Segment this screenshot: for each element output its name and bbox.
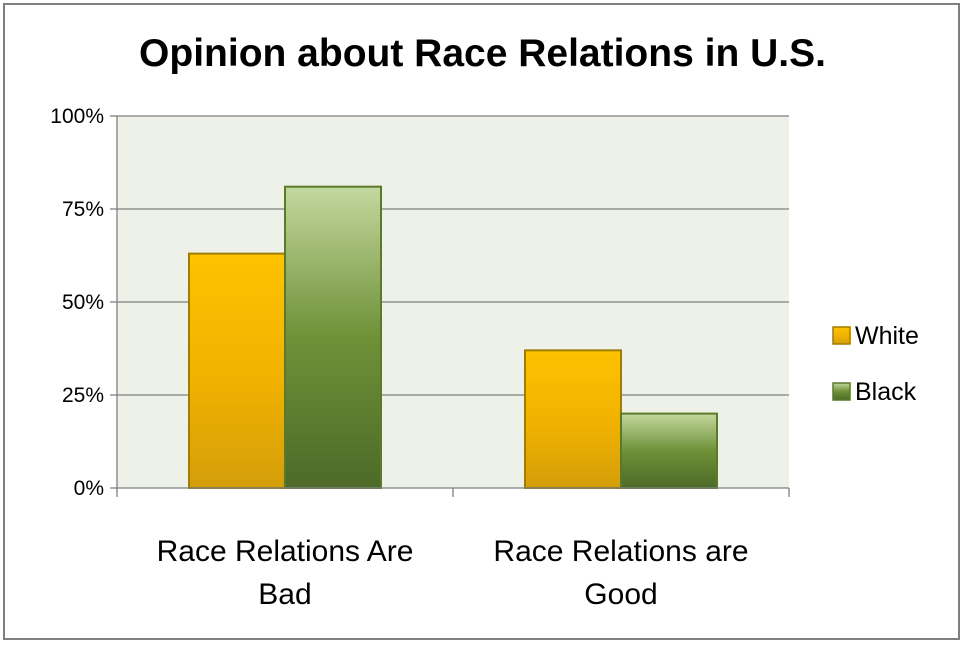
chart-title: Opinion about Race Relations in U.S.	[139, 32, 826, 75]
legend-label-white: White	[855, 322, 919, 350]
bar-black-1	[284, 185, 382, 489]
y-tick-label: 0%	[74, 477, 104, 500]
legend-swatch-black	[832, 382, 851, 401]
legend-label-black: Black	[855, 378, 917, 406]
x-category-label: Good	[584, 578, 657, 611]
bar-white-2	[524, 349, 622, 489]
y-tick-label: 100%	[50, 105, 104, 128]
legend-swatch-white	[832, 326, 851, 345]
y-tick-label: 50%	[62, 291, 104, 314]
x-category-label: Bad	[258, 578, 311, 611]
y-tick-label: 25%	[62, 384, 104, 407]
y-tick-label: 75%	[62, 198, 104, 221]
x-category-label: Race Relations are	[493, 535, 748, 568]
bar-black-2	[620, 412, 718, 490]
x-category-label: Race Relations Are	[157, 535, 414, 568]
bar-white-1	[188, 252, 286, 489]
